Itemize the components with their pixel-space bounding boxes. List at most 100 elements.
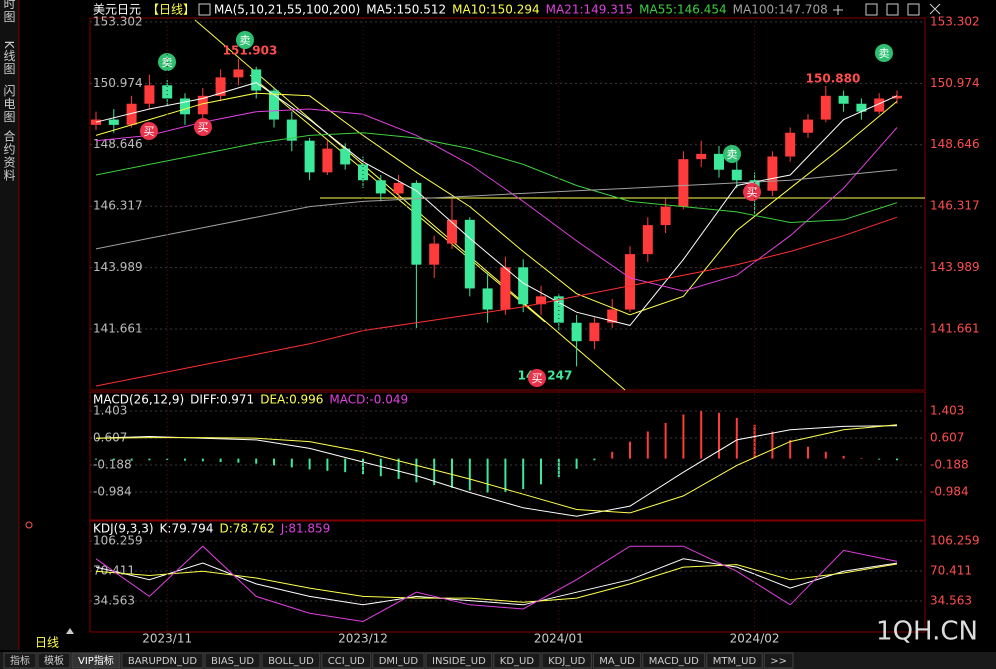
sidebar-tab[interactable]: 合约资料: [2, 129, 16, 182]
period-tab[interactable]: 日线: [35, 636, 59, 650]
y-tick-label: 148.646: [930, 137, 980, 151]
tab-box: [592, 652, 642, 669]
tab-box: [204, 652, 261, 669]
tab-box: [37, 652, 71, 669]
tab[interactable]: BOLL_UD: [261, 652, 321, 669]
tab-box: [541, 652, 592, 669]
sidebar-tab[interactable]: 分时图: [2, 0, 16, 24]
tab-label: BIAS_UD: [211, 656, 254, 667]
tab[interactable]: VIP指标: [71, 652, 121, 669]
candle-body: [678, 159, 689, 207]
candle-body: [731, 169, 742, 181]
candle-body: [767, 156, 778, 191]
tab[interactable]: CCI_UD: [321, 652, 372, 669]
layout-icon[interactable]: [886, 3, 899, 16]
main-frame: [89, 17, 926, 391]
tab[interactable]: 指标: [3, 652, 37, 669]
tab[interactable]: KD_UD: [493, 652, 541, 669]
tab[interactable]: BIAS_UD: [204, 652, 261, 669]
y-tick-label: -0.984: [930, 484, 969, 498]
tab-label: MACD_UD: [649, 656, 699, 667]
trend-line: [249, 74, 546, 323]
indicator-line: [95, 424, 898, 514]
settings-dot[interactable]: [25, 521, 33, 529]
indicator-value: DIFF:0.971: [190, 393, 254, 407]
indicator-line: [95, 425, 898, 517]
tab-box: [71, 652, 121, 669]
candle-body: [642, 225, 653, 255]
ma-icon[interactable]: [198, 3, 211, 16]
tab-label: KD_UD: [500, 656, 535, 667]
candle-body: [660, 206, 671, 226]
tab[interactable]: MA_UD: [592, 652, 642, 669]
tab[interactable]: MTM_UD: [706, 652, 763, 669]
add-icon[interactable]: [833, 5, 843, 15]
sidebar-label: K线图: [2, 41, 16, 76]
y-tick-label: -0.188: [93, 457, 132, 471]
candle-body: [785, 132, 796, 157]
indicator-line: [95, 216, 898, 387]
tab-label: MA_UD: [599, 656, 635, 667]
signal-badge: [236, 31, 254, 49]
sidebar-tab[interactable]: 闪电图: [2, 84, 16, 123]
x-tick-label: 2023/12: [338, 632, 388, 646]
close-icon[interactable]: [929, 3, 941, 15]
tab[interactable]: 模板: [37, 652, 71, 669]
tab[interactable]: MACD_UD: [642, 652, 706, 669]
sidebar-tab[interactable]: K线图: [2, 41, 16, 76]
y-tick-label: 146.317: [930, 199, 980, 213]
grid-icon[interactable]: [865, 3, 878, 16]
x-tick-label: 2023/11: [142, 632, 192, 646]
y-tick-label: 141.661: [930, 322, 980, 336]
tab[interactable]: INSIDE_UD: [425, 652, 493, 669]
candle-body: [197, 95, 208, 115]
price-annotation: 150.880: [806, 72, 861, 86]
y-tick-label: 143.989: [930, 260, 980, 274]
y-tick-label: 34.563: [93, 593, 135, 607]
macd-frame: [89, 391, 926, 521]
candle-body: [500, 267, 511, 310]
tab[interactable]: DMI_UD: [372, 652, 425, 669]
tab-bar: [0, 652, 996, 669]
tab-box: [3, 652, 37, 669]
tab-box: [763, 652, 794, 669]
candle-body: [856, 103, 867, 112]
indicator-line: [95, 169, 898, 250]
tab[interactable]: >>: [763, 652, 794, 669]
tab[interactable]: KDJ_UD: [541, 652, 592, 669]
signal-label: 卖: [727, 148, 738, 161]
candle-body: [358, 164, 368, 181]
y-tick-label: -0.188: [930, 457, 969, 471]
indicator-title: MA(5,10,21,55,100,200): [214, 3, 360, 17]
signal-badge: [723, 145, 741, 163]
candle-body: [251, 69, 262, 91]
tab-label: BOLL_UD: [268, 656, 314, 667]
candle-body: [714, 153, 724, 170]
candle-body: [447, 219, 457, 244]
candle-body: [874, 98, 885, 112]
tab-box: [706, 652, 763, 669]
tab-box: [321, 652, 372, 669]
candle-body: [607, 309, 618, 323]
tab-box: [493, 652, 541, 669]
ma-value: MA100:147.708: [733, 3, 828, 17]
expand-icon[interactable]: [907, 3, 920, 16]
signal-label: 买: [144, 125, 155, 138]
tab-box: [261, 652, 321, 669]
y-tick-label: 70.411: [93, 563, 135, 577]
tab-box: [121, 652, 204, 669]
indicator-value: J:81.859: [280, 522, 331, 536]
indicator-value: MACD:-0.049: [329, 393, 408, 407]
y-tick-label: 153.302: [930, 14, 980, 28]
y-tick-label: 70.411: [930, 563, 972, 577]
tab-label: INSIDE_UD: [432, 656, 486, 667]
y-tick-label: 106.259: [930, 533, 980, 547]
candle-body: [108, 119, 119, 125]
candle-body: [464, 219, 475, 289]
y-tick-label: 1.403: [930, 404, 964, 418]
sidebar: [0, 0, 19, 650]
tab[interactable]: BARUPDN_UD: [121, 652, 204, 669]
indicator-title: MACD(26,12,9): [93, 393, 184, 407]
candle-body: [429, 243, 440, 265]
candle-body: [696, 153, 707, 160]
